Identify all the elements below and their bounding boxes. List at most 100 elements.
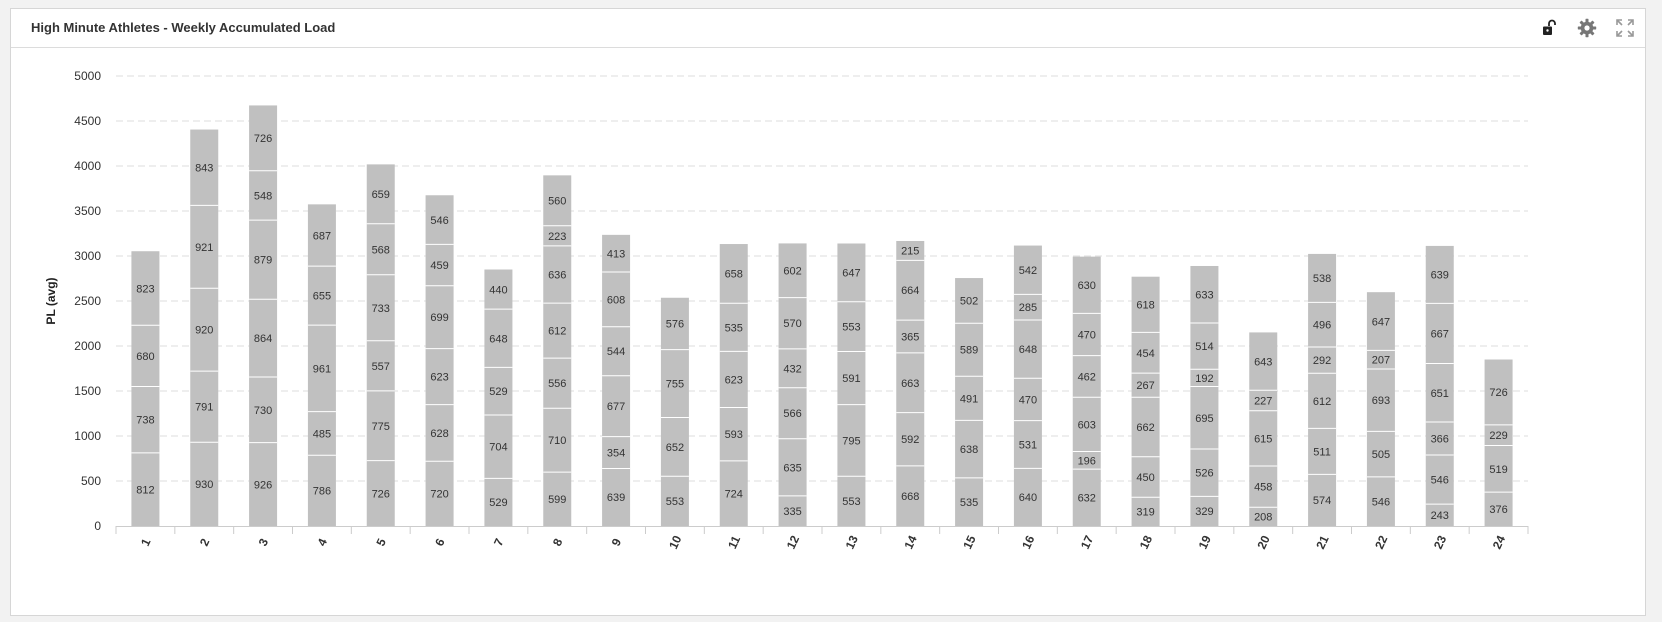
bar-segment (1013, 468, 1042, 526)
bar-segment (837, 301, 866, 352)
data-label: 643 (1254, 356, 1272, 368)
bar-stack: 724 593 623 535 658 (719, 244, 748, 526)
x-tick-label: 2 (197, 536, 213, 548)
data-label: 535 (960, 497, 978, 509)
bar-stack: 553 795 591 553 647 (837, 243, 866, 526)
data-label: 667 (1431, 328, 1449, 340)
bar-segment (484, 415, 513, 479)
bar-stack: 926 730 864 879 548 726 (249, 105, 278, 526)
bar-segment (602, 375, 631, 437)
data-label: 335 (783, 506, 801, 518)
data-label: 529 (489, 386, 507, 398)
data-label: 366 (1431, 434, 1449, 446)
bar-segment (1249, 507, 1278, 526)
bar-segment (896, 352, 925, 413)
bar-segment (1072, 355, 1101, 398)
y-tick-label: 4500 (74, 114, 101, 128)
bar-segment (1072, 256, 1101, 314)
data-label: 502 (960, 296, 978, 308)
bar-stack: 319 450 662 267 454 618 (1131, 276, 1160, 526)
data-label: 920 (195, 325, 213, 337)
data-label: 652 (666, 442, 684, 454)
bar-segment (543, 358, 572, 409)
data-label: 470 (1019, 394, 1037, 406)
y-tick-label: 500 (81, 474, 101, 488)
gear-icon (1577, 18, 1597, 38)
y-axis-label: PL (avg) (44, 277, 58, 324)
bar-segment (837, 243, 866, 302)
bar-segment (778, 438, 807, 496)
data-label: 376 (1489, 504, 1507, 516)
bar-segment (131, 251, 160, 326)
bar-segment (1190, 449, 1219, 497)
bar-segment (190, 371, 219, 443)
bar-segment (1131, 456, 1160, 498)
data-label: 538 (1313, 273, 1331, 285)
data-label: 693 (1372, 395, 1390, 407)
data-label: 599 (548, 494, 566, 506)
bar-segment (249, 105, 278, 171)
data-label: 926 (254, 479, 272, 491)
bar-segment (543, 245, 572, 304)
fullscreen-button[interactable] (1613, 16, 1637, 40)
data-label: 961 (313, 363, 331, 375)
data-label: 450 (1136, 472, 1154, 484)
data-label: 647 (842, 268, 860, 280)
data-label: 560 (548, 196, 566, 208)
x-tick-label: 4 (315, 536, 331, 548)
data-label: 553 (666, 496, 684, 508)
x-tick-label: 8 (550, 536, 566, 548)
bar-segment (1131, 373, 1160, 398)
y-tick-label: 3000 (74, 249, 101, 263)
bar-segment (1366, 292, 1395, 351)
data-label: 738 (136, 415, 154, 427)
bar-segment (131, 386, 160, 453)
bar-segment (1072, 313, 1101, 356)
y-tick-label: 1500 (74, 384, 101, 398)
settings-button[interactable] (1575, 16, 1599, 40)
data-label: 638 (960, 444, 978, 456)
data-label: 602 (783, 265, 801, 277)
data-label: 589 (960, 345, 978, 357)
bar-segment (1308, 428, 1337, 475)
data-label: 603 (1078, 419, 1096, 431)
bar-stack: 640 531 470 648 285 542 (1013, 245, 1042, 526)
bar-segment (131, 452, 160, 526)
data-label: 243 (1431, 510, 1449, 522)
data-label: 640 (1019, 492, 1037, 504)
x-tick-label: 19 (1196, 533, 1214, 551)
data-label: 664 (901, 285, 919, 297)
data-label: 529 (489, 497, 507, 509)
data-label: 593 (725, 429, 743, 441)
data-label: 459 (430, 260, 448, 272)
bar-segment (719, 351, 748, 408)
bar-stack: 930 791 920 921 843 (190, 129, 219, 526)
data-label: 639 (1431, 270, 1449, 282)
unlock-button[interactable] (1537, 16, 1561, 40)
bar-stack: 668 592 663 365 664 215 (896, 240, 925, 526)
bar-stack: 553 652 755 576 (660, 297, 689, 526)
bar-segment (778, 297, 807, 349)
bar-segment (778, 495, 807, 526)
bar-segment (249, 170, 278, 221)
bar-segment (1366, 350, 1395, 370)
x-tick-label: 18 (1137, 533, 1155, 551)
data-label: 680 (136, 351, 154, 363)
bar-stack: 726 775 557 733 568 659 (366, 164, 395, 526)
bar-segment (484, 269, 513, 310)
data-label: 612 (1313, 396, 1331, 408)
data-label: 648 (489, 333, 507, 345)
data-label: 519 (1489, 464, 1507, 476)
bar-segment (366, 390, 395, 461)
bar-segment (896, 260, 925, 321)
bar-segment (602, 234, 631, 273)
bar-segment (719, 303, 748, 352)
bar-stack: 376 519 229 726 (1484, 359, 1513, 526)
bar-segment (131, 325, 160, 387)
data-label: 695 (1195, 413, 1213, 425)
data-label: 592 (901, 434, 919, 446)
data-label: 531 (1019, 440, 1037, 452)
bar-stack: 720 628 623 699 459 546 (425, 195, 454, 526)
bar-stack: 529 704 529 648 440 (484, 269, 513, 526)
bar-segment (543, 408, 572, 473)
